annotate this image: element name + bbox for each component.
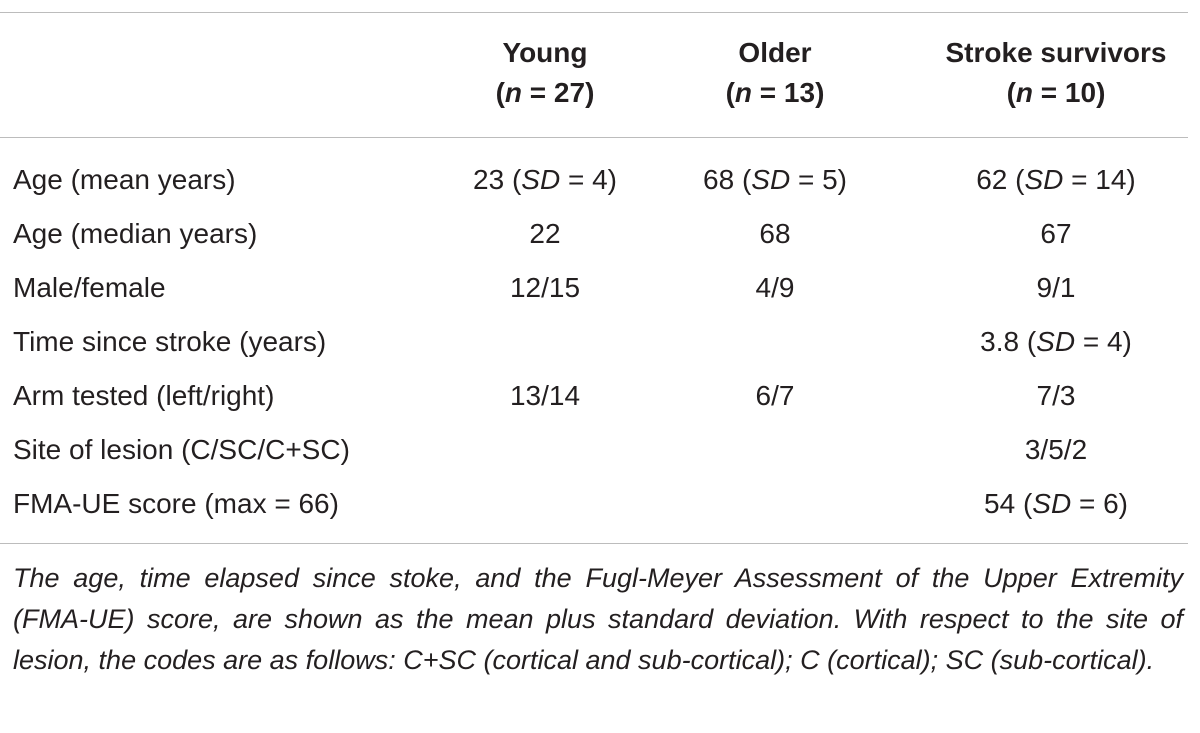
table-row: Arm tested (left/right) 13/14 6/7 7/3 <box>0 369 1200 423</box>
n-symbol: n <box>1015 77 1034 108</box>
row-label: Age (median years) <box>13 218 258 249</box>
cell-young: 12/15 <box>509 272 581 303</box>
cell-older: 4/9 <box>755 272 795 303</box>
cell-young: 13/14 <box>509 380 581 411</box>
row-label: Arm tested (left/right) <box>13 380 275 411</box>
column-header-older: Older (n = 13) <box>680 33 870 113</box>
column-header-n: (n = 13) <box>725 77 825 108</box>
table-row: Site of lesion (C/SC/C+SC) 3/5/2 <box>0 423 1200 477</box>
row-label: Time since stroke (years) <box>13 326 327 357</box>
top-rule <box>0 12 1188 13</box>
column-header-n: (n = 27) <box>495 77 595 108</box>
cell-young: 22 <box>529 218 561 249</box>
cell-stroke: 67 <box>1040 218 1072 249</box>
cell-stroke: 7/3 <box>1036 380 1076 411</box>
column-header-name: Young <box>502 37 588 68</box>
column-header-young: Young (n = 27) <box>455 33 635 113</box>
row-label: Site of lesion (C/SC/C+SC) <box>13 434 350 465</box>
column-header-name: Older <box>738 37 812 68</box>
table-row: Age (median years) 22 68 67 <box>0 207 1200 261</box>
table-row: Age (mean years) 23 (SD = 4) 68 (SD = 5)… <box>0 153 1200 207</box>
cell-older: 68 (SD = 5) <box>703 164 847 195</box>
n-value: = 27) <box>522 77 595 108</box>
row-label: FMA-UE score (max = 66) <box>13 488 339 519</box>
n-value: = 13) <box>752 77 825 108</box>
n-value: = 10) <box>1033 77 1106 108</box>
n-symbol: n <box>734 77 753 108</box>
header-rule <box>0 137 1188 138</box>
table-row: Time since stroke (years) 3.8 (SD = 4) <box>0 315 1200 369</box>
cell-stroke: 3/5/2 <box>1024 434 1088 465</box>
row-label: Male/female <box>13 272 166 303</box>
table-body: Age (mean years) 23 (SD = 4) 68 (SD = 5)… <box>0 153 1200 531</box>
table-footnote: The age, time elapsed since stoke, and t… <box>13 563 1183 675</box>
cell-stroke: 54 (SD = 6) <box>984 488 1128 519</box>
cell-stroke: 3.8 (SD = 4) <box>980 326 1132 357</box>
table-row: Male/female 12/15 4/9 9/1 <box>0 261 1200 315</box>
cell-older: 6/7 <box>755 380 795 411</box>
cell-young: 23 (SD = 4) <box>473 164 617 195</box>
table-row: FMA-UE score (max = 66) 54 (SD = 6) <box>0 477 1200 531</box>
row-label: Age (mean years) <box>13 164 236 195</box>
column-header-n: (n = 10) <box>1006 77 1106 108</box>
column-header-name: Stroke survivors <box>945 37 1167 68</box>
n-symbol: n <box>504 77 523 108</box>
cell-stroke: 62 (SD = 14) <box>976 164 1136 195</box>
cell-stroke: 9/1 <box>1036 272 1076 303</box>
column-header-stroke-survivors: Stroke survivors (n = 10) <box>920 33 1192 113</box>
footer-rule <box>0 543 1188 544</box>
cell-older: 68 <box>759 218 791 249</box>
